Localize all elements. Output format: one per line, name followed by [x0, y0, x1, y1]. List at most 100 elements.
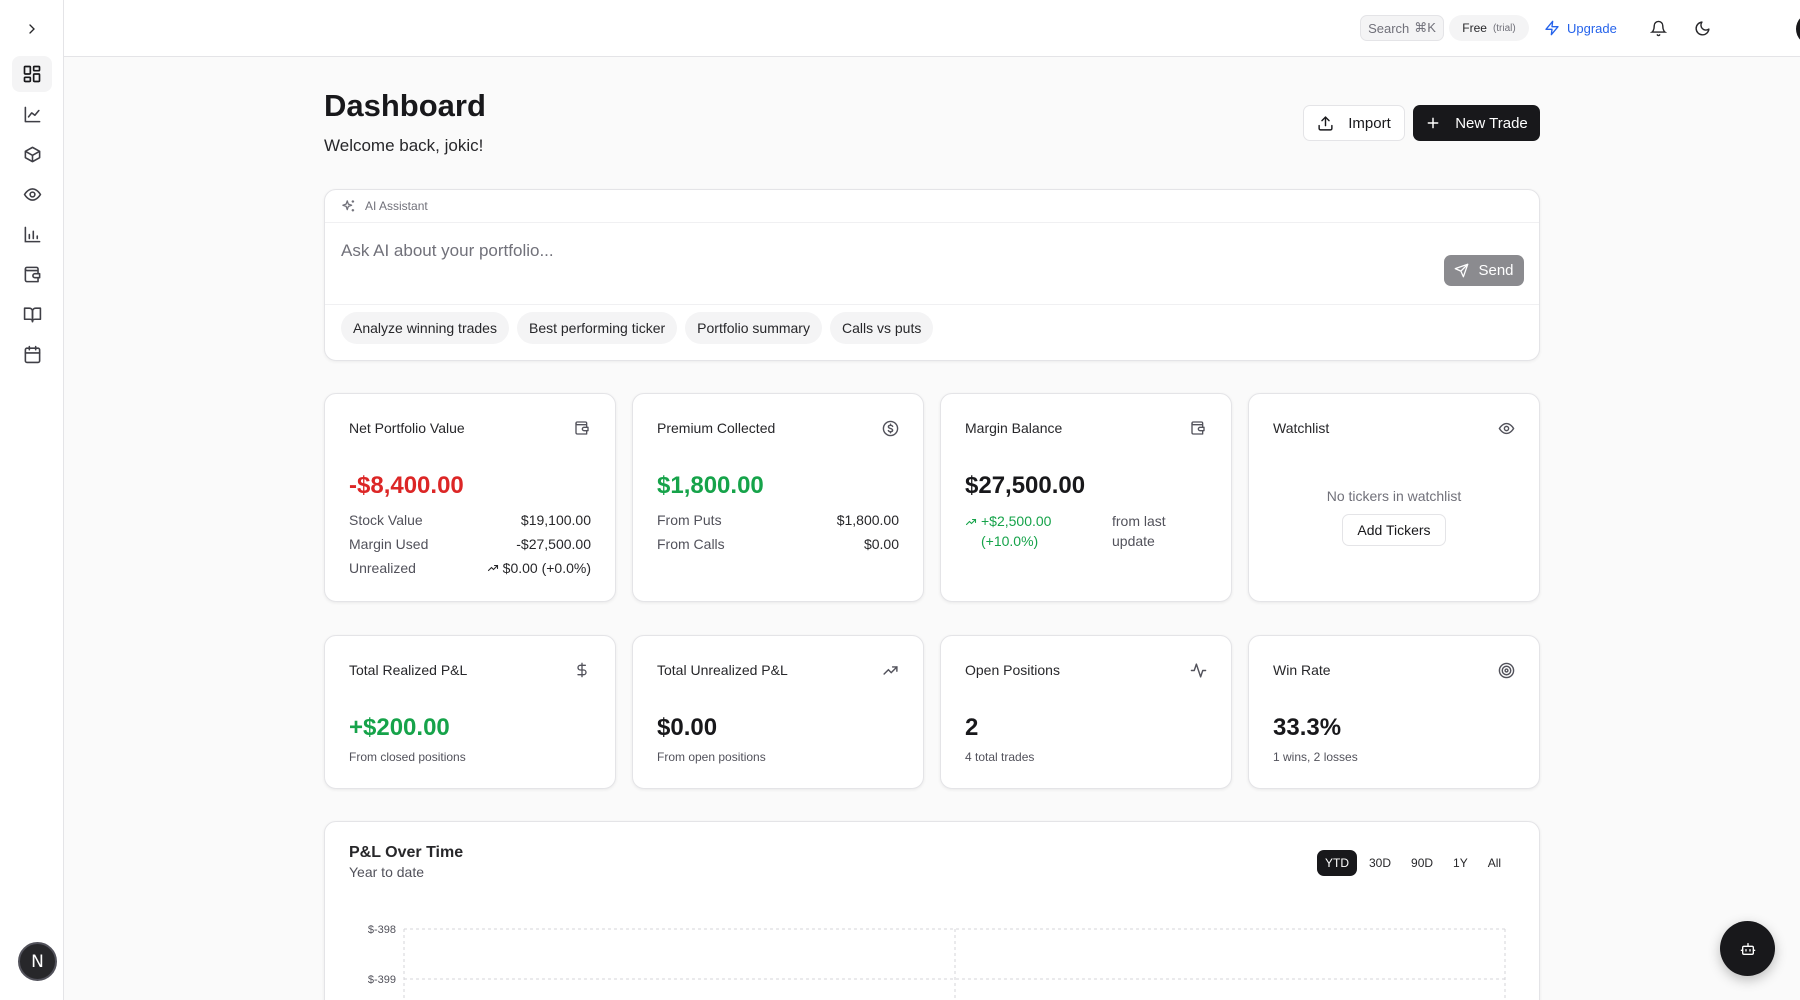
chip-analyze-winning-trades[interactable]: Analyze winning trades	[341, 312, 509, 344]
card-title: Net Portfolio Value	[349, 420, 465, 436]
unrealized-pl-value: $0.00	[657, 714, 718, 741]
new-trade-label: New Trade	[1455, 114, 1528, 132]
upload-icon	[1318, 115, 1333, 131]
plan-label: Free	[1462, 21, 1487, 35]
sidebar-item-watchlist[interactable]	[12, 176, 52, 212]
card-title: Total Unrealized P&L	[657, 662, 788, 678]
sidebar-item-dashboard[interactable]	[12, 56, 52, 92]
import-label: Import	[1348, 114, 1391, 132]
sidebar-item-wallet[interactable]	[12, 256, 52, 292]
range-90d[interactable]: 90D	[1411, 856, 1434, 870]
card-title: Open Positions	[965, 662, 1060, 678]
card-title: Premium Collected	[657, 420, 776, 436]
unrealized-value: $0.00 (+0.0%)	[502, 560, 591, 576]
from-puts-row: From Puts $1,800.00	[657, 512, 899, 528]
plan-badge[interactable]: Free (trial)	[1449, 15, 1529, 41]
margin-balance-card: Margin Balance $27,500.00 +$2,500.00 (+1…	[940, 393, 1232, 602]
add-tickers-button[interactable]: Add Tickers	[1342, 514, 1446, 546]
trending-up-icon	[965, 518, 977, 526]
sidebar-item-positions[interactable]	[12, 136, 52, 172]
moon-icon[interactable]	[1690, 16, 1714, 40]
open-positions-card: Open Positions 2 4 total trades	[940, 635, 1232, 789]
sidebar-nav	[12, 56, 52, 376]
pl-over-time-card: P&L Over Time Year to date YTD 30D 90D 1…	[324, 821, 1540, 1000]
upgrade-button[interactable]: Upgrade	[1544, 17, 1617, 39]
win-rate-card: Win Rate 33.3% 1 wins, 2 losses	[1248, 635, 1540, 789]
bell-icon[interactable]	[1646, 16, 1670, 40]
send-label: Send	[1478, 262, 1514, 279]
range-30d[interactable]: 30D	[1369, 856, 1392, 870]
suggestion-chips: Analyze winning trades Best performing t…	[341, 312, 934, 344]
from-calls-row: From Calls $0.00	[657, 536, 899, 552]
send-icon	[1455, 263, 1469, 278]
sidebar-avatar[interactable]: N	[18, 942, 57, 981]
search-label: Search	[1368, 20, 1410, 36]
row-value: $0.00	[863, 536, 899, 552]
dollar-circle-icon	[881, 419, 899, 437]
chart-title: P&L Over Time	[349, 844, 464, 861]
card-title: Total Realized P&L	[349, 662, 468, 678]
ai-chat-fab[interactable]	[1720, 921, 1775, 976]
note-line: from last	[1112, 513, 1166, 529]
sidebar-item-analytics[interactable]	[12, 96, 52, 132]
chip-portfolio-summary[interactable]: Portfolio summary	[685, 312, 822, 344]
row-label: Margin Used	[349, 536, 429, 552]
watchlist-empty-text: No tickers in watchlist	[1326, 488, 1462, 504]
row-value: $19,100.00	[520, 512, 591, 528]
row-label: Stock Value	[349, 512, 423, 528]
layout-grid-icon	[23, 65, 41, 83]
sparkles-icon	[342, 199, 355, 211]
upgrade-label: Upgrade	[1567, 20, 1617, 36]
ai-assistant-header: AI Assistant	[325, 190, 1539, 223]
chart-subtitle: Year to date	[349, 864, 424, 880]
stock-value-row: Stock Value $19,100.00	[349, 512, 591, 528]
card-title: Margin Balance	[965, 420, 1063, 436]
margin-change-note: from last update	[1112, 511, 1166, 551]
range-ytd[interactable]: YTD	[1317, 850, 1357, 876]
chip-best-performing-ticker[interactable]: Best performing ticker	[516, 312, 678, 344]
trending-up-icon	[881, 661, 899, 679]
trending-up-icon	[487, 564, 498, 572]
book-open-icon	[23, 306, 41, 322]
sidebar-item-reports[interactable]	[12, 216, 52, 252]
y-tick-label: $-398	[368, 924, 396, 936]
sidebar-item-journal[interactable]	[12, 296, 52, 332]
row-value: $1,800.00	[836, 512, 899, 528]
send-button[interactable]: Send	[1444, 255, 1524, 286]
ai-question-input[interactable]: Ask AI about your portfolio...	[341, 241, 554, 260]
realized-pl-card: Total Realized P&L +$200.00 From closed …	[324, 635, 616, 789]
wallet-icon	[24, 266, 40, 282]
import-button[interactable]: Import	[1303, 105, 1405, 141]
box-icon	[24, 146, 40, 162]
new-trade-button[interactable]: New Trade	[1413, 105, 1540, 141]
row-label: Unrealized	[349, 560, 416, 576]
net-portfolio-value-card: Net Portfolio Value -$8,400.00 Stock Val…	[324, 393, 616, 602]
range-1y[interactable]: 1Y	[1453, 856, 1468, 870]
user-avatar[interactable]: JO	[1796, 13, 1800, 45]
ai-assistant-card: AI Assistant Ask AI about your portfolio…	[324, 189, 1540, 361]
chevron-right-icon[interactable]	[19, 16, 45, 42]
premium-collected-card: Premium Collected $1,800.00 From Puts $1…	[632, 393, 924, 602]
net-portfolio-value: -$8,400.00	[349, 472, 464, 499]
plus-icon	[1427, 117, 1439, 129]
watchlist-card: Watchlist No tickers in watchlist Add Ti…	[1248, 393, 1540, 602]
open-positions-value: 2	[965, 714, 979, 741]
premium-collected-value: $1,800.00	[657, 472, 764, 499]
margin-change-amount: +$2,500.00	[981, 513, 1052, 529]
chip-calls-vs-puts[interactable]: Calls vs puts	[829, 312, 934, 344]
bot-icon	[1740, 942, 1755, 955]
plan-sub-label: (trial)	[1492, 22, 1516, 34]
ai-assistant-title: AI Assistant	[365, 199, 428, 213]
page-title: Dashboard	[324, 88, 486, 123]
range-all[interactable]: All	[1487, 856, 1502, 870]
win-rate-sub: 1 wins, 2 losses	[1273, 750, 1358, 764]
sidebar-item-calendar[interactable]	[12, 336, 52, 372]
pl-chart: $-398 $-399	[368, 924, 1506, 1000]
welcome-text: Welcome back, jokic!	[324, 136, 484, 155]
search-button[interactable]: Search ⌘K	[1360, 15, 1444, 41]
lightning-icon	[1545, 20, 1559, 36]
eye-icon	[23, 187, 41, 201]
card-title: Win Rate	[1273, 662, 1331, 678]
note-line: update	[1112, 533, 1155, 549]
activity-icon	[1189, 661, 1207, 679]
